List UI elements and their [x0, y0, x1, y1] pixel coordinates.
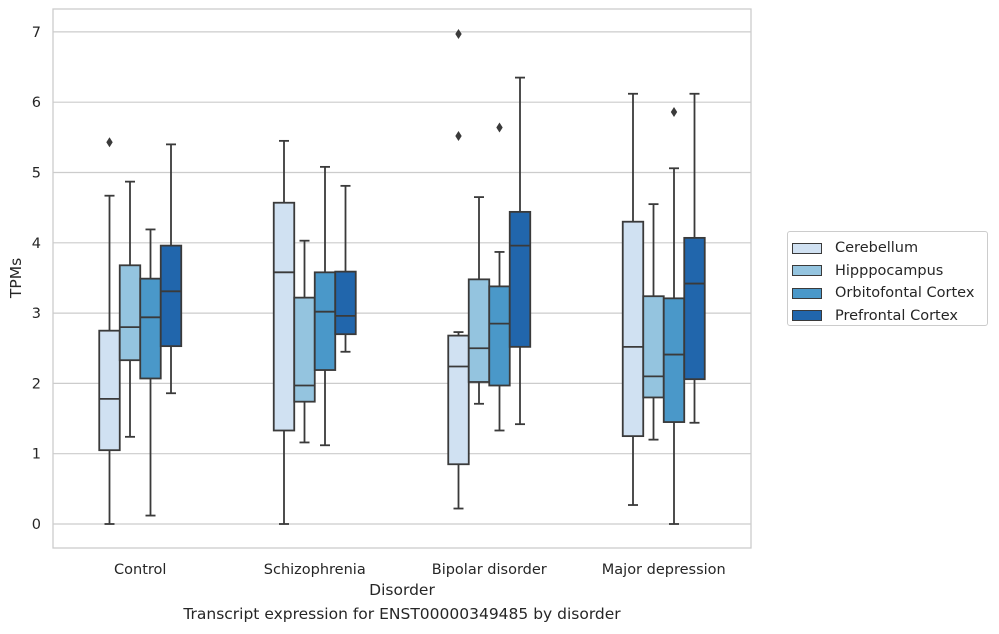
box-body: [662, 297, 686, 423]
y-tick-label: 1: [32, 447, 41, 463]
legend: Cerebellum Hipppocampus Orbitofontal Cor…: [787, 231, 988, 326]
grid-lines: [53, 31, 751, 525]
box-body: [98, 329, 121, 452]
y-tick-label: 7: [32, 25, 41, 41]
box-body: [139, 277, 162, 380]
box-prefrontal-cortex: [334, 184, 357, 353]
box-body: [683, 236, 706, 381]
y-tick-labels: 0 1 2 3 4 5 6 7: [32, 25, 41, 533]
outlier-point: [670, 107, 678, 118]
box-cerebellum: [447, 29, 470, 510]
y-tick-label: 4: [32, 236, 41, 252]
box-orbitofontal-cortex: [488, 122, 511, 432]
legend-item: Prefrontal Cortex: [788, 305, 987, 328]
box-body: [508, 210, 532, 348]
y-axis-label: TPMs: [7, 258, 25, 299]
legend-swatch: [792, 310, 822, 322]
box-hipppocampus: [467, 196, 491, 405]
legend-item: Cerebellum: [788, 237, 987, 260]
y-tick-label: 5: [32, 166, 41, 182]
box-body: [488, 285, 511, 387]
box-cerebellum: [272, 139, 296, 525]
box-prefrontal-cortex: [683, 92, 706, 424]
outlier-point: [496, 122, 503, 133]
box-body: [467, 278, 491, 383]
box-orbitofontal-cortex: [662, 107, 686, 525]
chart-caption: Transcript expression for ENST0000034948…: [183, 605, 621, 623]
legend-swatch: [792, 242, 822, 254]
box-body: [118, 264, 142, 362]
x-tick-label: Control: [114, 562, 166, 578]
outlier-point: [455, 29, 462, 40]
box-body: [447, 334, 470, 466]
box-hipppocampus: [642, 203, 665, 441]
x-axis-label: Disorder: [369, 581, 435, 599]
box-body: [272, 201, 296, 432]
legend-label: Orbitofontal Cortex: [835, 285, 975, 302]
box-prefrontal-cortex: [508, 76, 532, 426]
legend-swatch: [792, 265, 822, 277]
box-prefrontal-cortex: [159, 143, 183, 395]
y-tick-label: 2: [32, 376, 41, 392]
y-tick-label: 3: [32, 306, 41, 322]
y-tick-label: 6: [32, 95, 41, 111]
x-tick-label: Schizophrenia: [264, 562, 366, 578]
x-tick-label: Major depression: [602, 562, 726, 578]
box-body: [621, 220, 645, 438]
box-body: [313, 271, 337, 371]
box-body: [642, 295, 665, 399]
boxes: [98, 29, 706, 525]
y-tick-label: 0: [32, 517, 41, 533]
outlier-point: [455, 130, 462, 141]
legend-label: Hipppocampus: [835, 262, 944, 279]
box-cerebellum: [98, 137, 121, 525]
legend-label: Prefrontal Cortex: [835, 307, 958, 324]
x-tick-label: Bipolar disorder: [432, 562, 547, 578]
legend-item: Orbitofontal Cortex: [788, 282, 987, 305]
legend-swatch: [792, 287, 822, 299]
outlier-point: [106, 137, 113, 148]
legend-label: Cerebellum: [835, 240, 919, 257]
box-body: [334, 270, 357, 336]
box-hipppocampus: [293, 239, 316, 444]
box-body: [159, 244, 183, 348]
legend-item: Hipppocampus: [788, 260, 987, 283]
x-tick-labels: Control Schizophrenia Bipolar disorder Majo…: [114, 562, 726, 578]
